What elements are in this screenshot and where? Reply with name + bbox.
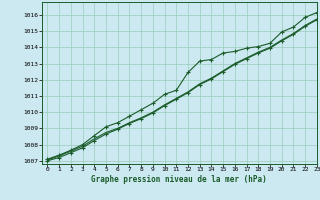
X-axis label: Graphe pression niveau de la mer (hPa): Graphe pression niveau de la mer (hPa) [91,175,267,184]
